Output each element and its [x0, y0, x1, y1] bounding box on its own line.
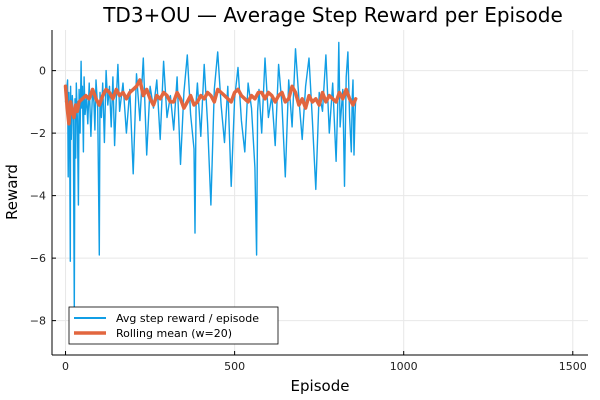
x-tick-label: 0 — [62, 360, 69, 373]
x-tick-label: 1500 — [559, 360, 587, 373]
legend: Avg step reward / episode Rolling mean (… — [68, 306, 279, 345]
x-axis-label: Episode — [291, 377, 350, 395]
legend-box — [68, 306, 279, 345]
y-tick-label: 0 — [39, 65, 46, 78]
axis-layer: 0 500 1000 1500 0 −2 −4 −6 −8 — [30, 30, 588, 373]
y-tick-label: −2 — [30, 127, 46, 140]
series-layer — [63, 41, 358, 312]
y-tick-label: −6 — [30, 252, 46, 265]
legend-label-rolling: Rolling mean (w=20) — [116, 327, 232, 340]
grid-layer — [52, 30, 588, 355]
y-axis-label: Reward — [3, 164, 21, 220]
series-raw-line — [64, 41, 357, 312]
y-tick-label: −4 — [30, 190, 46, 203]
legend-label-raw: Avg step reward / episode — [116, 312, 259, 325]
x-tick-label: 500 — [224, 360, 245, 373]
series-rolling-line — [63, 78, 358, 126]
y-tick-label: −8 — [30, 315, 46, 328]
chart-title: TD3+OU — Average Step Reward per Episode — [102, 3, 563, 27]
x-tick-label: 1000 — [390, 360, 418, 373]
